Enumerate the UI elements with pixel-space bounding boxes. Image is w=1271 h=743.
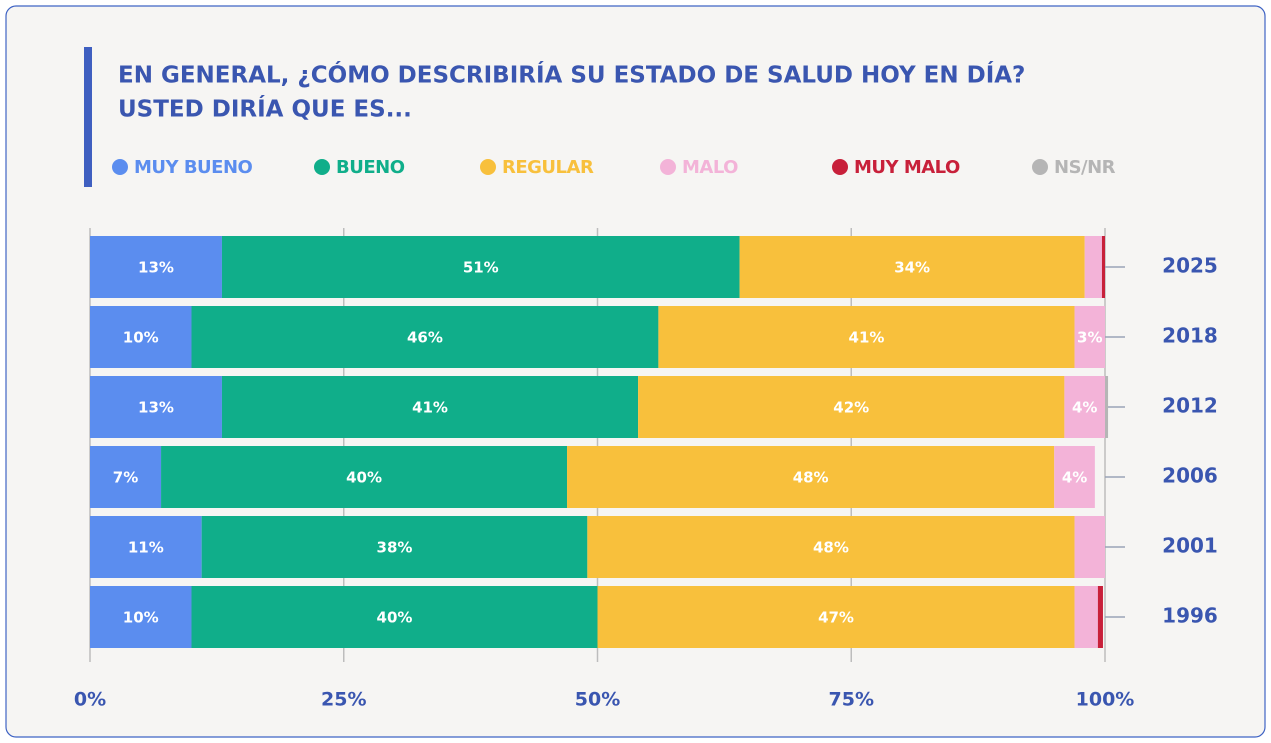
y-tick-label: 1996 xyxy=(1162,604,1218,628)
bar-segment xyxy=(1101,236,1105,298)
legend-dot xyxy=(480,159,496,175)
data-label: 4% xyxy=(1062,469,1087,487)
data-label: 41% xyxy=(849,329,885,347)
x-tick-label: 75% xyxy=(829,689,874,711)
legend-dot xyxy=(314,159,330,175)
bar-segment xyxy=(1074,586,1098,648)
chart-title: USTED DIRÍA QUE ES... xyxy=(118,95,412,123)
y-tick-label: 2018 xyxy=(1162,324,1218,348)
legend-label: REGULAR xyxy=(502,157,594,178)
bar-segment xyxy=(90,446,162,508)
bar-segment xyxy=(739,236,1085,298)
chart-title: EN GENERAL, ¿CÓMO DESCRIBIRÍA SU ESTADO … xyxy=(118,61,1025,89)
x-tick-label: 0% xyxy=(74,689,106,711)
data-label: 3% xyxy=(1077,329,1102,347)
data-label: 13% xyxy=(138,399,174,417)
x-tick-label: 25% xyxy=(321,689,366,711)
legend-label: BUENO xyxy=(336,157,405,178)
legend-dot xyxy=(112,159,128,175)
bar-segment xyxy=(191,586,598,648)
data-label: 34% xyxy=(894,259,930,277)
bar-segment xyxy=(191,306,659,368)
bar-segment xyxy=(638,376,1065,438)
y-tick-label: 2006 xyxy=(1162,464,1218,488)
legend-label: MUY MALO xyxy=(854,157,960,178)
legend-label: NS/NR xyxy=(1054,157,1116,178)
data-label: 42% xyxy=(833,399,869,417)
y-tick-label: 2025 xyxy=(1162,254,1218,278)
x-tick-label: 50% xyxy=(575,689,620,711)
legend-label: MUY BUENO xyxy=(134,157,253,178)
bar-segment xyxy=(90,236,222,298)
legend-dot xyxy=(1032,159,1048,175)
bar-segment xyxy=(597,586,1075,648)
data-label: 41% xyxy=(412,399,448,417)
data-label: 7% xyxy=(113,469,138,487)
data-label: 48% xyxy=(813,539,849,557)
bar-segment xyxy=(90,516,202,578)
data-label: 48% xyxy=(793,469,829,487)
bar-segment xyxy=(90,306,192,368)
legend-dot xyxy=(660,159,676,175)
bar-segment xyxy=(587,516,1075,578)
bar-segment xyxy=(1074,306,1105,368)
data-label: 40% xyxy=(346,469,382,487)
data-label: 10% xyxy=(123,609,159,627)
bar-segment xyxy=(1074,516,1105,578)
data-label: 13% xyxy=(138,259,174,277)
bar-segment xyxy=(1064,376,1105,438)
title-accent xyxy=(84,47,92,187)
bar-segment xyxy=(90,376,222,438)
data-label: 4% xyxy=(1072,399,1097,417)
data-label: 46% xyxy=(407,329,443,347)
bar-segment xyxy=(90,586,192,648)
bar-segment xyxy=(221,376,639,438)
legend-label: MALO xyxy=(682,157,738,178)
bar-segment xyxy=(1105,376,1109,438)
bar-segment xyxy=(1097,586,1103,648)
x-tick-label: 100% xyxy=(1076,689,1135,711)
bar-segment xyxy=(1084,236,1102,298)
data-label: 38% xyxy=(377,539,413,557)
y-tick-label: 2001 xyxy=(1162,534,1218,558)
data-label: 40% xyxy=(377,609,413,627)
bar-segment xyxy=(658,306,1075,368)
data-label: 47% xyxy=(818,609,854,627)
data-label: 51% xyxy=(463,259,499,277)
data-label: 10% xyxy=(123,329,159,347)
bar-segment xyxy=(161,446,568,508)
bar-segment xyxy=(567,446,1055,508)
bar-segment xyxy=(201,516,588,578)
bar-segment xyxy=(1054,446,1095,508)
y-tick-label: 2012 xyxy=(1162,394,1218,418)
legend-dot xyxy=(832,159,848,175)
bar-segment xyxy=(221,236,740,298)
data-label: 11% xyxy=(128,539,164,557)
